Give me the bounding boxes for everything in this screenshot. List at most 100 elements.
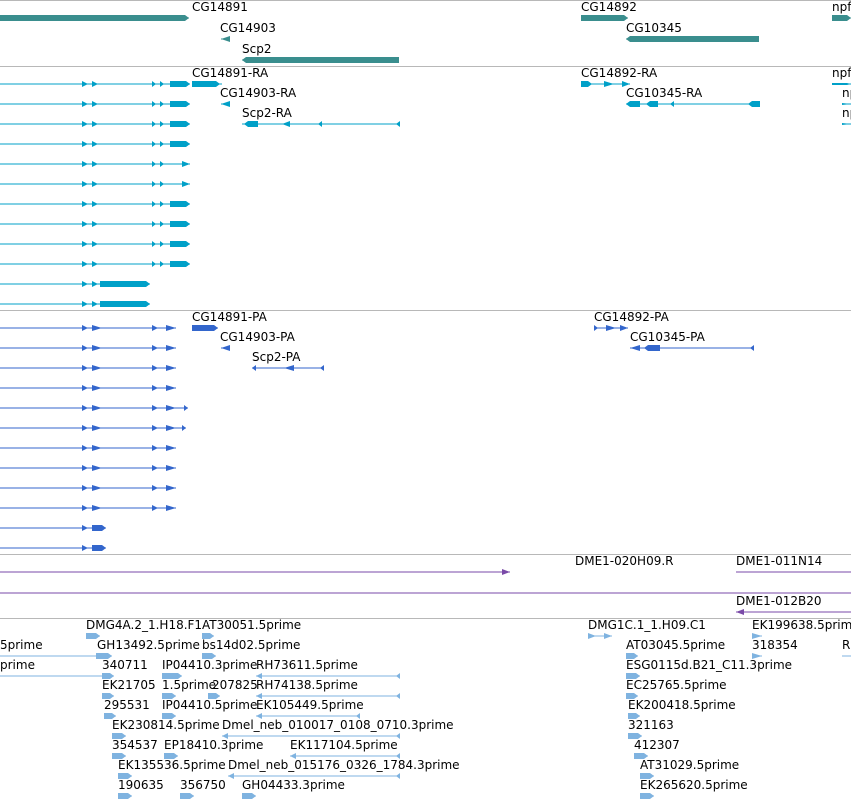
feature-label[interactable]: 1.5prime (162, 678, 217, 692)
feature-glyph[interactable] (0, 522, 851, 534)
feature-label[interactable]: Scp2-RA (242, 106, 292, 120)
feature-glyph[interactable] (0, 566, 851, 578)
feature-glyph[interactable] (0, 78, 851, 90)
feature-glyph[interactable] (0, 650, 851, 662)
feature-glyph[interactable] (0, 670, 851, 682)
feature-glyph[interactable] (0, 402, 851, 414)
feature-glyph[interactable] (0, 362, 851, 374)
feature-glyph[interactable] (0, 566, 851, 578)
feature-glyph[interactable] (0, 630, 851, 642)
feature-glyph[interactable] (0, 630, 851, 642)
feature-label[interactable]: CG10345 (626, 21, 682, 35)
feature-glyph[interactable] (0, 362, 851, 374)
feature-label[interactable]: Dmel_neb_010017_0108_0710.3prime (222, 718, 454, 732)
feature-glyph[interactable] (0, 670, 851, 682)
feature-label[interactable]: CG10345-PA (630, 330, 705, 344)
feature-glyph[interactable] (0, 158, 851, 170)
feature-glyph[interactable] (0, 422, 851, 434)
feature-glyph[interactable] (0, 650, 851, 662)
feature-label[interactable]: npf (832, 66, 851, 80)
feature-glyph[interactable] (0, 670, 851, 682)
feature-label[interactable]: 318354 (752, 638, 798, 652)
feature-label[interactable]: IP04410.5prime (162, 698, 258, 712)
feature-label[interactable]: CG14892 (581, 0, 637, 14)
feature-glyph[interactable] (0, 542, 851, 554)
feature-glyph[interactable] (0, 790, 851, 802)
feature-label[interactable]: RH74138.5prime (256, 678, 358, 692)
feature-glyph[interactable] (0, 630, 851, 642)
feature-label[interactable]: EC25765.5prime (626, 678, 727, 692)
feature-glyph[interactable] (0, 322, 851, 334)
feature-label[interactable]: AT30051.5prime (202, 618, 302, 632)
feature-label[interactable]: CG14891-PA (192, 310, 267, 324)
feature-label[interactable]: 295531 (104, 698, 150, 712)
feature-label[interactable]: GH13492.5prime (97, 638, 200, 652)
feature-glyph[interactable] (0, 98, 851, 110)
feature-label[interactable]: Scp2 (242, 42, 272, 56)
feature-glyph[interactable] (0, 118, 851, 130)
feature-label[interactable]: npf (832, 0, 851, 14)
feature-glyph[interactable] (0, 33, 851, 45)
feature-glyph[interactable] (0, 298, 851, 310)
feature-glyph[interactable] (0, 790, 851, 802)
feature-glyph[interactable] (0, 770, 851, 782)
feature-label[interactable]: CG14903-PA (220, 330, 295, 344)
feature-glyph[interactable] (0, 750, 851, 762)
feature-glyph[interactable] (0, 342, 851, 354)
feature-glyph[interactable] (0, 790, 851, 802)
feature-glyph[interactable] (0, 382, 851, 394)
feature-label[interactable]: EK200418.5prime (628, 698, 736, 712)
feature-label[interactable]: EK199638.5prime (752, 618, 851, 632)
feature-label[interactable]: EK21705 (102, 678, 156, 692)
feature-label[interactable]: GH04433.3prime (242, 778, 345, 792)
feature-glyph[interactable] (0, 650, 851, 662)
feature-glyph[interactable] (0, 462, 851, 474)
feature-glyph[interactable] (0, 78, 851, 90)
feature-label[interactable]: np (842, 86, 851, 100)
feature-glyph[interactable] (0, 730, 851, 742)
feature-glyph[interactable] (0, 98, 851, 110)
feature-label[interactable]: AT03045.5prime (626, 638, 726, 652)
feature-label[interactable]: DME1-012B20 (736, 594, 822, 608)
feature-glyph[interactable] (0, 138, 851, 150)
feature-glyph[interactable] (0, 690, 851, 702)
feature-glyph[interactable] (0, 770, 851, 782)
feature-glyph[interactable] (0, 78, 851, 90)
feature-glyph[interactable] (0, 98, 851, 110)
feature-glyph[interactable] (0, 482, 851, 494)
feature-glyph[interactable] (0, 442, 851, 454)
feature-glyph[interactable] (0, 12, 851, 24)
feature-glyph[interactable] (0, 790, 851, 802)
feature-glyph[interactable] (0, 606, 851, 618)
feature-label[interactable]: 412307 (634, 738, 680, 752)
feature-glyph[interactable] (0, 587, 851, 599)
feature-glyph[interactable] (0, 33, 851, 45)
feature-label[interactable]: CG14891 (192, 0, 248, 14)
feature-label[interactable]: bs14d02.5prime (202, 638, 301, 652)
feature-label[interactable]: IP04410.3prime (162, 658, 258, 672)
feature-glyph[interactable] (0, 690, 851, 702)
feature-label[interactable]: DME1-011N14 (736, 554, 823, 568)
feature-glyph[interactable] (0, 98, 851, 110)
feature-glyph[interactable] (0, 502, 851, 514)
feature-glyph[interactable] (0, 322, 851, 334)
feature-label[interactable]: R (842, 638, 851, 652)
feature-label[interactable]: Dmel_neb_015176_0326_1784.3prime (228, 758, 460, 772)
feature-glyph[interactable] (0, 218, 851, 230)
feature-glyph[interactable] (0, 118, 851, 130)
feature-label[interactable]: 5prime (0, 638, 43, 652)
feature-label[interactable]: EK117104.5prime (290, 738, 398, 752)
feature-glyph[interactable] (0, 12, 851, 24)
feature-glyph[interactable] (0, 690, 851, 702)
feature-label[interactable]: AT31029.5prime (640, 758, 740, 772)
feature-glyph[interactable] (0, 710, 851, 722)
feature-glyph[interactable] (0, 322, 851, 334)
feature-glyph[interactable] (0, 690, 851, 702)
feature-label[interactable]: 354537 (112, 738, 158, 752)
feature-glyph[interactable] (0, 750, 851, 762)
feature-label[interactable]: prime (0, 658, 35, 672)
feature-glyph[interactable] (0, 710, 851, 722)
feature-label[interactable]: np (842, 106, 851, 120)
feature-glyph[interactable] (0, 670, 851, 682)
feature-label[interactable]: 207825 (212, 678, 258, 692)
